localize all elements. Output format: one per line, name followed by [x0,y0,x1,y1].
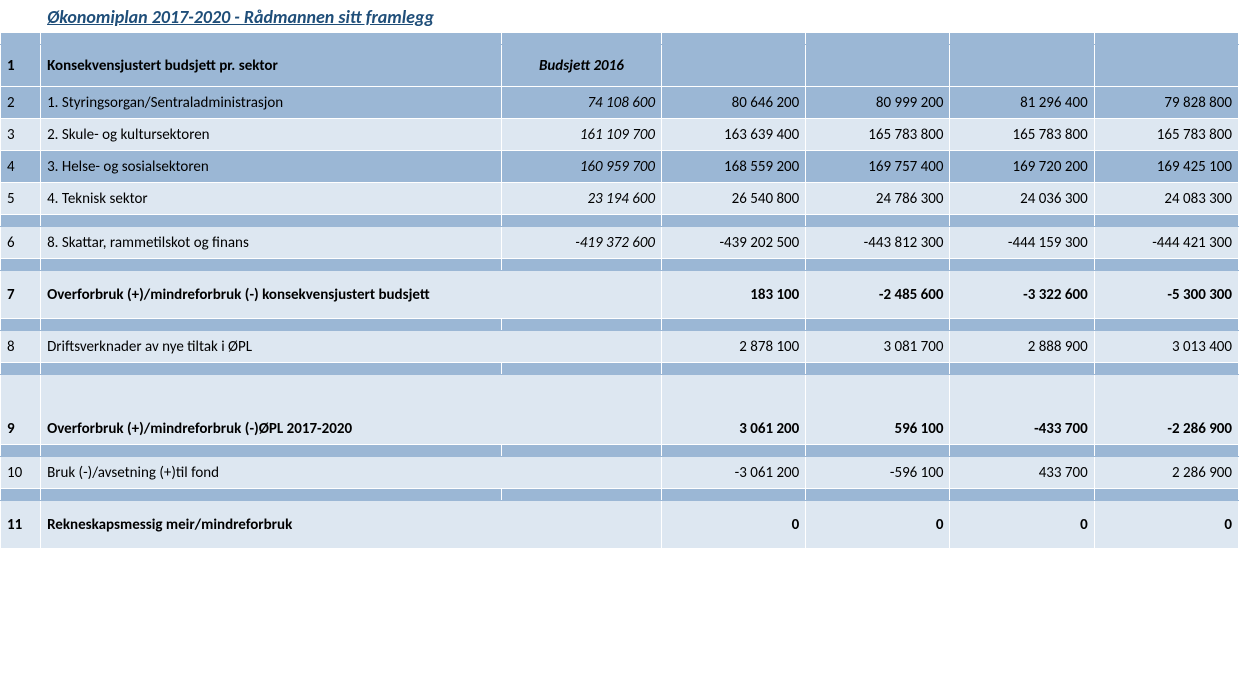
spacer [1,33,1239,45]
row-label: Overforbruk (+)/mindreforbruk (-) konsek… [41,271,662,319]
header-budget-2016: Budsjett 2016 [501,45,661,87]
spacer [1,215,1239,227]
row-number: 9 [1,375,41,445]
cell-year: 169 720 200 [950,151,1094,183]
spacer [1,489,1239,501]
row-number: 8 [1,331,41,363]
cell-year: -444 421 300 [1094,227,1238,259]
cell-year: 0 [662,501,806,549]
cell-budget-2016: -419 372 600 [501,227,661,259]
document-title: Økonomiplan 2017-2020 - Rådmannen sitt f… [41,1,662,33]
row-label: Rekneskapsmessig meir/mindreforbruk [41,501,662,549]
cell-year: 169 757 400 [806,151,950,183]
table-row: 7Overforbruk (+)/mindreforbruk (-) konse… [1,271,1239,319]
cell-year: 165 783 800 [806,119,950,151]
row-label: 3. Helse- og sosialsektoren [41,151,502,183]
table-row: 10Bruk (-)/avsetning (+)til fond-3 061 2… [1,457,1239,489]
cell-year: -2 286 900 [1094,375,1238,445]
spacer [1,259,1239,271]
cell-year: 3 081 700 [806,331,950,363]
table-row: 43. Helse- og sosialsektoren160 959 7001… [1,151,1239,183]
cell-year: 0 [950,501,1094,549]
row-label: 1. Styringsorgan/Sentraladministrasjon [41,87,502,119]
table-row: 11Rekneskapsmessig meir/mindreforbruk000… [1,501,1239,549]
spacer [1,445,1239,457]
row-label: Bruk (-)/avsetning (+)til fond [41,457,662,489]
cell-year: 26 540 800 [662,183,806,215]
cell-year: -439 202 500 [662,227,806,259]
spacer [1,319,1239,331]
cell-year: -5 300 300 [1094,271,1238,319]
row-number: 7 [1,271,41,319]
row-label: Overforbruk (+)/mindreforbruk (-)ØPL 201… [41,375,662,445]
cell-year: 24 083 300 [1094,183,1238,215]
header-label: Konsekvensjustert budsjett pr. sektor [41,45,502,87]
cell-year: 2 888 900 [950,331,1094,363]
cell-budget-2016: 74 108 600 [501,87,661,119]
cell-year: 169 425 100 [1094,151,1238,183]
cell-year: -444 159 300 [950,227,1094,259]
row-number: 10 [1,457,41,489]
table-row: 54. Teknisk sektor23 194 60026 540 80024… [1,183,1239,215]
cell-year: 79 828 800 [1094,87,1238,119]
row-label: Driftsverknader av nye tiltak i ØPL [41,331,662,363]
cell-year: 183 100 [662,271,806,319]
cell-year: 0 [1094,501,1238,549]
row-label: 2. Skule- og kultursektoren [41,119,502,151]
row-label: 8. Skattar, rammetilskot og finans [41,227,502,259]
row-number: 11 [1,501,41,549]
cell-year: 80 646 200 [662,87,806,119]
cell-year: 24 036 300 [950,183,1094,215]
table-row: 21. Styringsorgan/Sentraladministrasjon7… [1,87,1239,119]
row-number: 6 [1,227,41,259]
row-number: 2 [1,87,41,119]
spacer [1,363,1239,375]
cell-year: 3 061 200 [662,375,806,445]
table-row: 68. Skattar, rammetilskot og finans-419 … [1,227,1239,259]
row-label: 4. Teknisk sektor [41,183,502,215]
cell-year: -433 700 [950,375,1094,445]
cell-year: 596 100 [806,375,950,445]
row-number: 3 [1,119,41,151]
cell-year: 81 296 400 [950,87,1094,119]
cell-year: 2 286 900 [1094,457,1238,489]
cell-budget-2016: 161 109 700 [501,119,661,151]
cell-year: -3 061 200 [662,457,806,489]
row-number: 4 [1,151,41,183]
header-row: 1Konsekvensjustert budsjett pr. sektorBu… [1,45,1239,87]
cell-year: 165 783 800 [950,119,1094,151]
cell-year: 165 783 800 [1094,119,1238,151]
cell-year: 80 999 200 [806,87,950,119]
cell-year: -596 100 [806,457,950,489]
table-row: 9Overforbruk (+)/mindreforbruk (-)ØPL 20… [1,375,1239,445]
cell-budget-2016: 23 194 600 [501,183,661,215]
cell-year: -3 322 600 [950,271,1094,319]
cell-year: -443 812 300 [806,227,950,259]
table-row: 8Driftsverknader av nye tiltak i ØPL2 87… [1,331,1239,363]
cell-year: 168 559 200 [662,151,806,183]
cell-year: -2 485 600 [806,271,950,319]
row-number: 5 [1,183,41,215]
cell-year: 0 [806,501,950,549]
cell-year: 24 786 300 [806,183,950,215]
title-row: Økonomiplan 2017-2020 - Rådmannen sitt f… [1,1,1239,33]
cell-year: 3 013 400 [1094,331,1238,363]
cell-budget-2016: 160 959 700 [501,151,661,183]
cell-year: 163 639 400 [662,119,806,151]
budget-table: Økonomiplan 2017-2020 - Rådmannen sitt f… [0,0,1239,549]
cell-year: 433 700 [950,457,1094,489]
cell-year: 2 878 100 [662,331,806,363]
table-row: 32. Skule- og kultursektoren161 109 7001… [1,119,1239,151]
row-number: 1 [1,45,41,87]
